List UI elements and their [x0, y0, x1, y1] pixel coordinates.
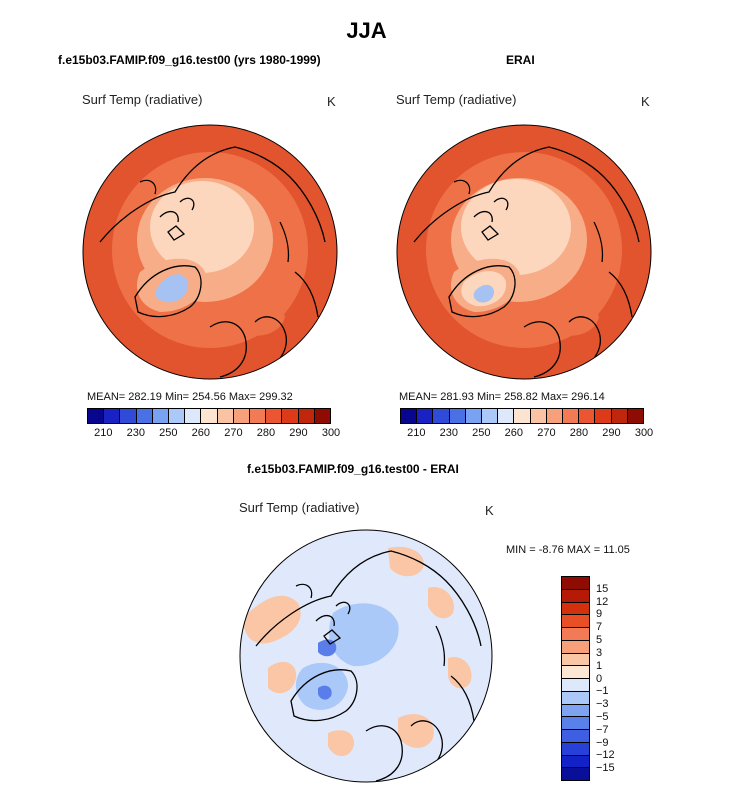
panel-1-colorbar-ticks: 210 230 250 260 270 280 290 300: [87, 427, 340, 441]
colorbar-tick-label: 300: [321, 427, 341, 439]
colorbar-tick-label: 280: [256, 427, 276, 439]
colorbar-swatch: [314, 409, 331, 423]
season-title: JJA: [346, 18, 387, 43]
colorbar-swatch: [562, 742, 589, 756]
colorbar-tick-label: −12: [596, 749, 615, 762]
colorbar-tick-label: −7: [596, 723, 609, 736]
colorbar-tick-label: 5: [596, 634, 603, 647]
panel-2-polar-map: [396, 124, 652, 380]
colorbar-tick-label: 290: [602, 427, 621, 439]
colorbar-swatch: [579, 409, 596, 423]
panel-3-variable-label: Surf Temp (radiative): [239, 500, 360, 515]
colorbar-swatch: [562, 679, 589, 692]
colorbar-swatch: [217, 409, 234, 423]
colorbar-swatch: [562, 730, 589, 743]
colorbar-tick-label: 12: [596, 595, 609, 608]
colorbar-tick-label: 230: [439, 427, 458, 439]
colorbar-swatch: [88, 409, 105, 423]
colorbar-tick-label: 15: [596, 582, 609, 595]
colorbar-swatch: [562, 691, 589, 705]
colorbar-swatch: [152, 409, 170, 423]
colorbar-swatch: [233, 409, 251, 423]
panel-1-units-label: K: [327, 94, 336, 109]
colorbar-tick-label: 280: [569, 427, 589, 439]
panel-2-colorbar-ticks: 210 230 250 260 270 280 290 300: [400, 427, 653, 441]
colorbar-tick-label: −3: [596, 698, 609, 711]
colorbar-swatch: [562, 704, 589, 718]
panel-3-units-label: K: [485, 503, 494, 518]
colorbar-swatch: [562, 615, 589, 628]
panel-3-colorbar-ticks: 15 12 9 7 5 3 1 0 −1 −3 −5 −7 −9 −12 −15: [596, 576, 636, 781]
panel-3-colorbar: [561, 576, 590, 781]
colorbar-tick-label: 250: [159, 427, 178, 439]
colorbar-swatch: [120, 409, 137, 423]
colorbar-swatch: [562, 755, 589, 769]
panel-3-polar-map: [239, 529, 493, 783]
colorbar-tick-label: 270: [537, 427, 556, 439]
colorbar-tick-label: 7: [596, 621, 603, 634]
colorbar-swatch: [611, 409, 628, 423]
colorbar-swatch: [449, 409, 466, 423]
colorbar-swatch: [298, 409, 315, 423]
colorbar-swatch: [401, 409, 418, 423]
colorbar-swatch: [595, 409, 612, 423]
colorbar-swatch: [562, 628, 589, 641]
colorbar-tick-label: 9: [596, 608, 603, 621]
colorbar-tick-label: 300: [634, 427, 654, 439]
colorbar-swatch: [562, 653, 589, 667]
colorbar-tick-label: 0: [596, 672, 603, 685]
panel-1-title: f.e15b03.FAMIP.f09_g16.test00 (yrs 1980-…: [58, 53, 321, 67]
panel-2-variable-label: Surf Temp (radiative): [396, 92, 517, 107]
panel-3-stats: MIN = -8.76 MAX = 11.05: [506, 544, 630, 556]
colorbar-swatch: [627, 409, 644, 423]
colorbar-swatch: [169, 409, 186, 423]
colorbar-tick-label: −9: [596, 736, 609, 749]
panel-1-polar-map: [82, 124, 338, 380]
panel-2-title: ERAI: [506, 53, 535, 67]
panel-2-stats: MEAN= 281.93 Min= 258.82 Max= 296.14: [399, 391, 605, 403]
colorbar-tick-label: 230: [126, 427, 145, 439]
colorbar-tick-label: 1: [596, 659, 603, 672]
colorbar-swatch: [201, 409, 218, 423]
colorbar-swatch: [562, 640, 589, 654]
colorbar-swatch: [136, 409, 153, 423]
panel-1-colorbar: [87, 408, 331, 424]
colorbar-swatch: [266, 409, 283, 423]
colorbar-tick-label: 210: [407, 427, 426, 439]
colorbar-swatch: [530, 409, 547, 423]
colorbar-tick-label: 260: [504, 427, 524, 439]
colorbar-swatch: [417, 409, 434, 423]
colorbar-tick-label: 270: [224, 427, 243, 439]
colorbar-swatch: [562, 666, 589, 679]
colorbar-tick-label: 3: [596, 646, 603, 659]
colorbar-swatch: [546, 409, 564, 423]
colorbar-swatch: [282, 409, 299, 423]
colorbar-swatch: [250, 409, 267, 423]
colorbar-tick-label: 290: [289, 427, 308, 439]
colorbar-tick-label: 250: [472, 427, 491, 439]
colorbar-swatch: [562, 717, 589, 730]
colorbar-swatch: [562, 602, 589, 616]
colorbar-tick-label: 260: [191, 427, 211, 439]
colorbar-tick-label: −1: [596, 685, 609, 698]
colorbar-swatch: [563, 409, 580, 423]
panel-1-variable-label: Surf Temp (radiative): [82, 92, 203, 107]
colorbar-tick-label: −15: [596, 762, 615, 775]
colorbar-swatch: [562, 577, 589, 590]
panel-1-stats: MEAN= 282.19 Min= 254.56 Max= 299.32: [87, 391, 293, 403]
colorbar-swatch: [562, 589, 589, 603]
colorbar-swatch: [185, 409, 202, 423]
colorbar-swatch: [465, 409, 483, 423]
colorbar-swatch: [498, 409, 515, 423]
panel-3-title: f.e15b03.FAMIP.f09_g16.test00 - ERAI: [247, 462, 459, 476]
colorbar-tick-label: −5: [596, 710, 609, 723]
colorbar-swatch: [482, 409, 499, 423]
colorbar-swatch: [514, 409, 531, 423]
colorbar-swatch: [433, 409, 450, 423]
colorbar-swatch: [562, 768, 589, 780]
panel-2-colorbar: [400, 408, 644, 424]
colorbar-tick-label: 210: [94, 427, 113, 439]
panel-2-units-label: K: [641, 94, 650, 109]
colorbar-swatch: [104, 409, 121, 423]
